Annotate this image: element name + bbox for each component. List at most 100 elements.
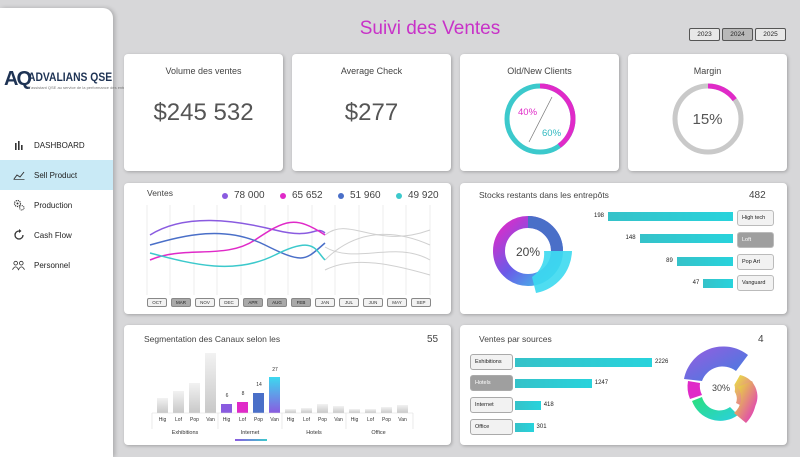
people-icon [12, 259, 25, 272]
source-filter-internet[interactable]: Internet [470, 397, 513, 413]
nav-label: Production [34, 200, 73, 210]
stock-value: 198 [593, 213, 604, 219]
month-filter-may[interactable]: MAY [387, 298, 407, 307]
sidebar: AQ ADVALIANS QSE L'assistant QSE au serv… [0, 8, 137, 457]
month-filter-dec[interactable]: DEC [219, 298, 239, 307]
kpi-label: Average Check [340, 66, 403, 76]
stock-donut [493, 216, 572, 293]
year-button-2025[interactable]: 2025 [755, 28, 786, 41]
cat-label: Hig [286, 417, 295, 423]
sources-title: Ventes par sources [479, 334, 552, 344]
month-filter-apr[interactable]: APR [243, 298, 263, 307]
legend-dot [338, 192, 344, 199]
cat-label: Van [270, 417, 279, 423]
bar-internet-pop [253, 393, 264, 413]
clients-ring [504, 83, 576, 155]
month-filter-feb[interactable]: FEB [291, 298, 311, 307]
series-line-1 [149, 219, 326, 236]
kpi-value: $245 532 [153, 99, 254, 126]
nav-label: Personnel [34, 260, 71, 270]
group-label-office[interactable]: Office [371, 430, 386, 436]
segmentation-total: 55 [427, 334, 439, 345]
stock-bar [703, 279, 733, 288]
stock-value: 47 [692, 280, 700, 286]
stock-filter-pop-art[interactable]: Pop Art [737, 254, 774, 270]
stock-bar [608, 212, 733, 221]
donut-segment-5 [734, 381, 757, 423]
cat-label: Van [334, 417, 343, 423]
segmentation-axis [151, 412, 414, 429]
hotels-bars [285, 404, 344, 413]
bar-hotels-lof [301, 408, 312, 413]
source-bar [515, 358, 652, 367]
cat-label: Pop [382, 417, 391, 423]
bar-hotels-pop [317, 404, 328, 413]
legend-value: 65 652 [292, 190, 323, 201]
year-button-2023[interactable]: 2023 [689, 28, 720, 41]
source-filter-hotels[interactable]: Hotels [470, 375, 513, 391]
source-filter-exhibitions[interactable]: Exhibitions [470, 354, 513, 370]
sources-center-value: 30% [712, 383, 731, 393]
chart-gridlines [146, 205, 431, 295]
month-filter-aug[interactable]: AUG [267, 298, 287, 307]
year-selector: 2023 2024 2025 [689, 28, 786, 41]
legend-dot [280, 192, 286, 199]
month-filter-jan[interactable]: JAN [315, 298, 335, 307]
month-filter-oct[interactable]: OCT [147, 298, 167, 307]
exhibitions-bars [157, 353, 216, 413]
group-label-hotels[interactable]: Hotels [306, 430, 322, 436]
year-button-2024[interactable]: 2024 [722, 28, 753, 41]
bar-office-pop [381, 407, 392, 413]
group-label-exhibitions[interactable]: Exhibitions [171, 430, 199, 436]
bar-internet-lof [237, 402, 248, 413]
legend-item-1: 78 000 [222, 190, 265, 201]
kpi-card-margin: Margin 15% [628, 54, 787, 171]
gears-icon [12, 199, 25, 212]
stock-center-value: 20% [516, 245, 541, 259]
nav-item-dashboard[interactable]: DASHBOARD [0, 130, 113, 160]
month-filter-jul[interactable]: JUL [339, 298, 359, 307]
source-bar [515, 423, 534, 432]
stock-card: Stocks restants dans les entrepôts 482 [460, 183, 787, 314]
cat-label: Lof [175, 417, 182, 423]
clients-old-arc [504, 83, 576, 155]
month-filter-jun[interactable]: JUN [363, 298, 383, 307]
internet-selected-underline [235, 439, 267, 441]
stock-filter-high-tech[interactable]: High tech [737, 210, 774, 226]
stock-filter-loft[interactable]: Loft [737, 232, 774, 248]
stock-title: Stocks restants dans les entrepôts [479, 190, 609, 200]
cat-label: Hig [350, 417, 359, 423]
segmentation-card: Segmentation des Canaux selon les 55 [124, 325, 451, 445]
nav-item-production[interactable]: Production [0, 190, 113, 220]
source-filter-office[interactable]: Office [470, 419, 513, 435]
legend-value: 51 960 [350, 190, 381, 201]
logo-tagline: L'assistant QSE au service de la perform… [28, 85, 138, 90]
margin-value: 15% [692, 111, 723, 128]
legend-value: 78 000 [234, 190, 265, 201]
kpi-card-volume: Volume des ventes $245 532 [124, 54, 283, 171]
source-value: 1247 [594, 380, 609, 386]
nav-item-sell-product[interactable]: Sell Product [0, 160, 113, 190]
kpi-value: $277 [344, 99, 399, 126]
divider-line [528, 96, 553, 143]
line-chart-icon [12, 169, 25, 182]
group-label-internet[interactable]: Internet [240, 430, 260, 436]
kpi-card-clients: Old/New Clients 40% 60% [460, 54, 619, 171]
stock-value: 148 [625, 235, 636, 241]
bar-hotels-van [333, 406, 344, 413]
month-filter-mar[interactable]: MAR [171, 298, 191, 307]
stock-filter-vanguard[interactable]: Vanguard [737, 275, 774, 291]
office-bars [349, 405, 408, 413]
legend-item-3: 51 960 [338, 190, 381, 201]
stock-total: 482 [749, 190, 766, 201]
month-filter-nov[interactable]: NOV [195, 298, 215, 307]
inactive-series-lines [324, 228, 431, 276]
nav-item-cash-flow[interactable]: Cash Flow [0, 220, 113, 250]
logo-name: ADVALIANS QSE [28, 70, 113, 84]
sales-chart-title: Ventes [147, 188, 173, 198]
segmentation-title: Segmentation des Canaux selon les [144, 334, 281, 344]
clients-old-value: 40% [518, 107, 538, 118]
nav-item-personnel[interactable]: Personnel [0, 250, 113, 280]
month-filter-sep[interactable]: SEP [411, 298, 431, 307]
